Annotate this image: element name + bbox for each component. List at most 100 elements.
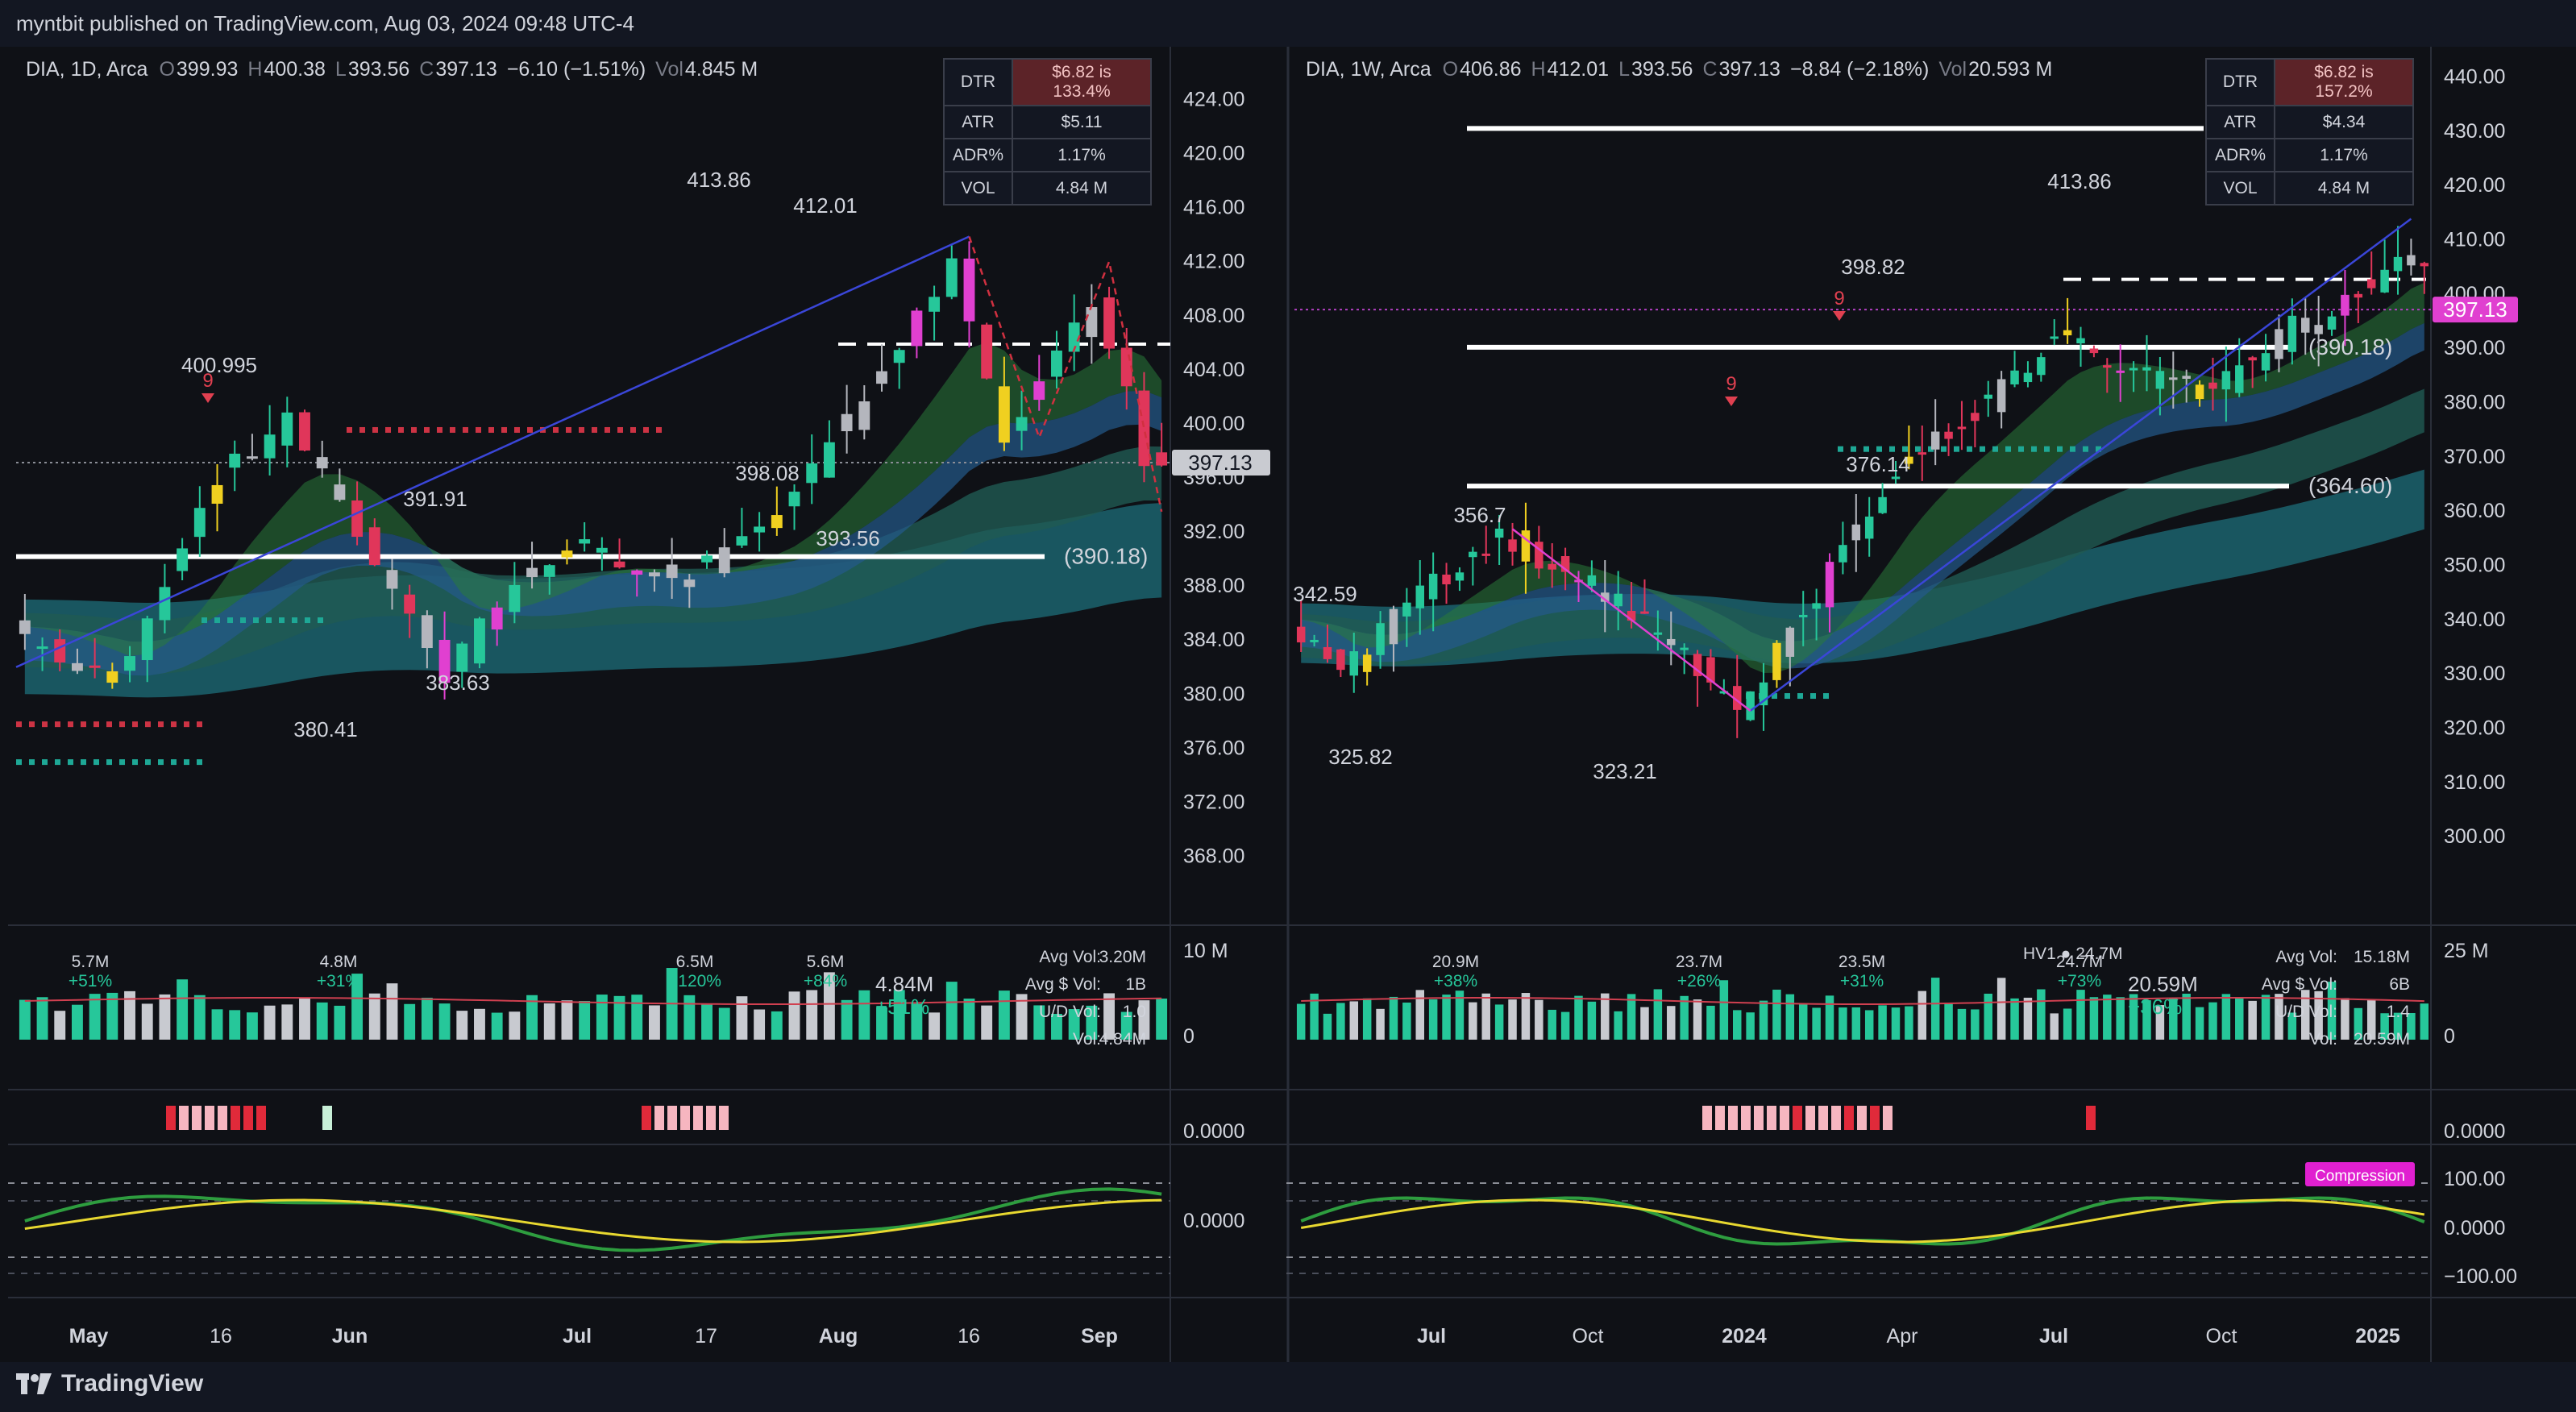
o-label: O bbox=[1443, 58, 1458, 81]
table-key: ATR bbox=[2206, 106, 2275, 139]
right-volume-bar bbox=[1574, 996, 1582, 1040]
table-key: DTR bbox=[944, 59, 1012, 106]
right-candle bbox=[2063, 330, 2071, 335]
table-value: $4.34 bbox=[2275, 106, 2413, 139]
right-volume-bar bbox=[1390, 997, 1398, 1040]
left-support-dots bbox=[240, 617, 246, 623]
right-candle bbox=[1442, 575, 1450, 584]
right-volume-bar bbox=[2037, 990, 2045, 1040]
right-high: 412.01 bbox=[1548, 58, 1609, 81]
right-support-dots bbox=[1797, 693, 1803, 699]
right-volume-bar bbox=[1746, 1012, 1754, 1040]
left-candle bbox=[894, 350, 905, 363]
right-candle bbox=[1918, 452, 1926, 455]
right-y-tick-label: 410.00 bbox=[2444, 228, 2505, 251]
right-squeeze-block bbox=[1741, 1106, 1751, 1130]
left-date-label: Sep bbox=[1081, 1325, 1118, 1348]
table-value: 1.17% bbox=[1012, 139, 1151, 172]
left-y-tick-label: 372.00 bbox=[1183, 791, 1244, 813]
left-resistance-dots bbox=[398, 427, 404, 433]
right-support-dots bbox=[2057, 446, 2063, 452]
right-candle bbox=[2196, 384, 2204, 399]
right-volume-bar bbox=[1971, 1009, 1979, 1040]
left-squeeze-block bbox=[322, 1106, 332, 1130]
left-candle bbox=[281, 413, 293, 446]
left-candle bbox=[1033, 381, 1045, 400]
left-dtr-table: DTR $6.82 is 133.4% ATR $5.11 ADR% 1.17% VO… bbox=[943, 58, 1152, 206]
right-volume-bar bbox=[1442, 995, 1450, 1040]
tradingview-brand[interactable]: TradingView bbox=[16, 1370, 203, 1397]
right-y-tick-label: 440.00 bbox=[2444, 65, 2505, 88]
right-candle bbox=[1971, 413, 1979, 421]
right-squeeze-block bbox=[1767, 1106, 1776, 1130]
right-candle bbox=[2037, 357, 2045, 375]
right-squeeze-block bbox=[1870, 1106, 1880, 1130]
right-volume-bar bbox=[1535, 1000, 1543, 1040]
left-support-dots bbox=[29, 759, 35, 765]
right-candle bbox=[2288, 316, 2296, 352]
right-volume-bar bbox=[1601, 994, 1609, 1040]
left-volume-bar bbox=[841, 1000, 853, 1040]
left-support-dots bbox=[292, 617, 297, 623]
left-volume-bar bbox=[456, 1011, 467, 1040]
left-volume-bar bbox=[806, 990, 817, 1040]
right-volume-bar bbox=[1640, 1007, 1648, 1040]
right-volume-bar bbox=[1693, 999, 1701, 1040]
chart-canvas[interactable]: 424.00420.00416.00412.00408.00404.00400.… bbox=[0, 0, 2576, 1412]
left-volume-bar bbox=[492, 1013, 503, 1040]
right-volume-bar bbox=[1944, 1003, 1952, 1040]
left-squeeze-block bbox=[205, 1106, 214, 1130]
table-row: ATR $5.11 bbox=[944, 106, 1151, 139]
left-volume-bar bbox=[19, 1000, 31, 1040]
table-row: DTR $6.82 is 133.4% bbox=[944, 59, 1151, 106]
left-y-tick-label: 388.00 bbox=[1183, 575, 1244, 597]
right-volume-bar bbox=[2116, 997, 2124, 1040]
right-candle bbox=[2208, 383, 2217, 389]
left-resistance-dots bbox=[476, 427, 481, 433]
left-volume-bar bbox=[159, 995, 170, 1040]
left-resistance-dots bbox=[171, 721, 177, 727]
left-date-label: May bbox=[69, 1325, 109, 1348]
right-candle bbox=[1336, 650, 1344, 670]
left-resistance-dots bbox=[579, 427, 584, 433]
left-last-price-label: 397.13 bbox=[1188, 451, 1253, 475]
right-support-dots bbox=[1954, 446, 1959, 452]
left-squeeze-block bbox=[243, 1106, 253, 1130]
left-resistance-dots bbox=[501, 427, 507, 433]
right-candle bbox=[2235, 365, 2243, 392]
left-price-label: 400.995 bbox=[181, 353, 257, 377]
right-level-label: (364.60) bbox=[2308, 473, 2392, 498]
right-support-dots bbox=[1863, 446, 1869, 452]
left-candle bbox=[229, 454, 240, 467]
left-date-label: Jul bbox=[563, 1325, 592, 1348]
left-y-tick-label: 384.00 bbox=[1183, 629, 1244, 651]
right-candle bbox=[2275, 329, 2283, 359]
left-candle bbox=[72, 663, 83, 671]
table-value: 1.17% bbox=[2275, 139, 2413, 172]
h-label: H bbox=[1531, 58, 1546, 81]
right-volume-bar bbox=[2050, 1013, 2058, 1040]
right-volume-bar bbox=[2248, 1001, 2256, 1040]
right-volume-bar bbox=[1892, 1007, 1900, 1040]
left-y-tick-label: 404.00 bbox=[1183, 359, 1244, 381]
left-squeeze-block bbox=[667, 1106, 677, 1130]
right-squeeze-block bbox=[1780, 1106, 1789, 1130]
right-symbol: DIA, 1W, Arca bbox=[1306, 58, 1431, 81]
right-squeeze-block bbox=[1857, 1106, 1867, 1130]
left-candle bbox=[404, 595, 415, 614]
left-support-dots bbox=[202, 617, 207, 623]
left-candle bbox=[1051, 351, 1062, 376]
right-y-tick-label: 380.00 bbox=[2444, 391, 2505, 413]
left-support-dots bbox=[106, 759, 112, 765]
left-candle bbox=[544, 565, 555, 577]
right-date-label: 2025 bbox=[2355, 1325, 2400, 1348]
left-volume-bar bbox=[736, 996, 747, 1040]
right-volume-bar bbox=[1323, 1014, 1332, 1040]
right-candle bbox=[1614, 594, 1622, 607]
right-vol-stat-key: Vol: bbox=[2309, 1030, 2337, 1049]
left-resistance-dots bbox=[55, 721, 60, 727]
left-change: −6.10 (−1.51%) bbox=[507, 58, 646, 81]
left-resistance-dots bbox=[385, 427, 391, 433]
table-value: $6.82 is 133.4% bbox=[1012, 59, 1151, 106]
right-support-dots bbox=[1810, 693, 1816, 699]
